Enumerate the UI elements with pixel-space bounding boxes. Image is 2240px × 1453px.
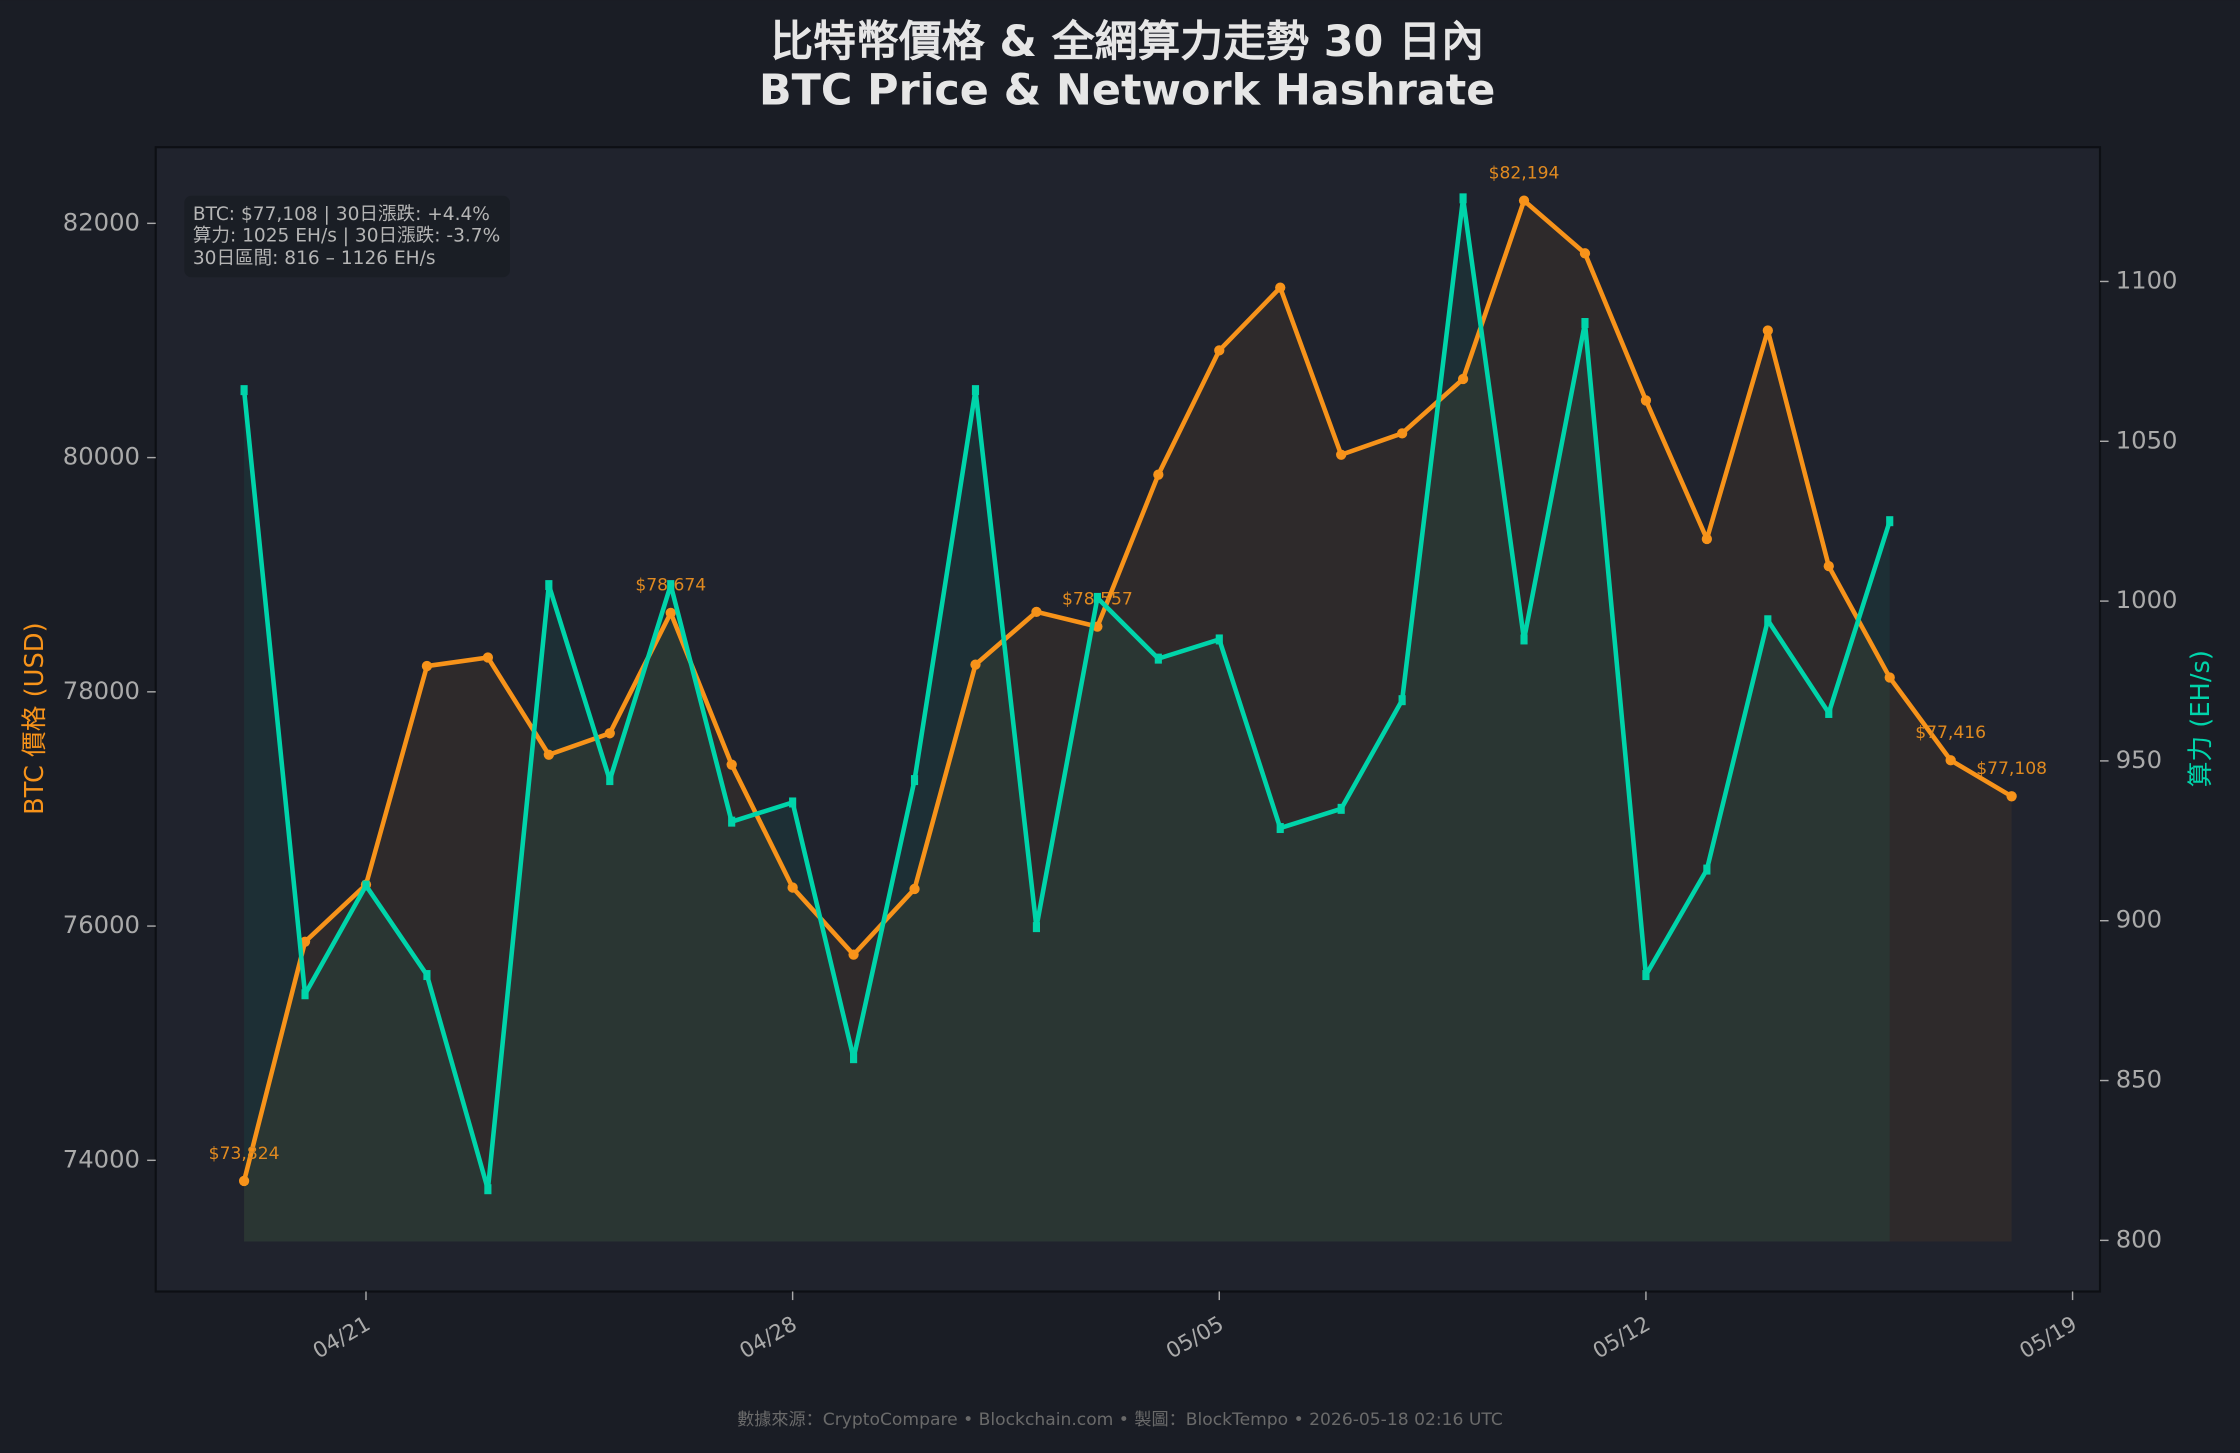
point (848, 949, 859, 960)
point (1457, 373, 1469, 385)
y2-tick-label: 800 (2116, 1224, 2162, 1253)
point (1031, 606, 1042, 617)
point (482, 652, 494, 663)
y-tick-label: 74000 (63, 1144, 140, 1173)
data-label: $82,194 (1489, 163, 1560, 183)
point (423, 970, 431, 981)
point (1884, 672, 1895, 683)
data-label: $77,416 (1915, 723, 1986, 743)
point (545, 580, 553, 591)
point (604, 728, 615, 739)
point (1275, 282, 1286, 293)
point (1764, 615, 1772, 626)
line (241, 198, 2013, 1182)
point (787, 882, 798, 893)
point (1823, 561, 1834, 572)
y2-tick-label: 950 (2116, 745, 2162, 774)
plot-area (154, 146, 2102, 1293)
y2-tick-label: 850 (2116, 1065, 2162, 1094)
point (1398, 695, 1406, 706)
point (665, 607, 676, 619)
point (850, 1053, 858, 1064)
point (1153, 469, 1164, 480)
point (789, 797, 797, 808)
point (1520, 634, 1528, 645)
point (667, 580, 675, 591)
point (1518, 195, 1530, 206)
annotation-text: 30日區間: 816 – 1126 EH/s (193, 248, 436, 269)
point (909, 883, 920, 895)
y-tick-label: 82000 (63, 207, 140, 236)
point (238, 1175, 250, 1187)
annotation-text: BTC: $77,108 | 30日漲跌: +4.4% (193, 204, 490, 225)
y-tick-label: 80000 (63, 442, 140, 471)
y2-tick-label: 1000 (2116, 585, 2178, 614)
y2-tick-label: 1100 (2116, 265, 2178, 294)
line (241, 196, 1892, 1192)
point (1581, 318, 1589, 329)
point (1396, 428, 1408, 439)
point (726, 759, 737, 770)
point (1825, 707, 1833, 718)
annotation-box (184, 195, 511, 278)
chart-subtitle: BTC Price & Network Hashrate (759, 65, 1495, 115)
annotation-text: 算力: 1025 EH/s | 30日漲跌: -3.7% (193, 225, 500, 246)
point (421, 660, 433, 672)
point (484, 1184, 492, 1195)
point (971, 385, 980, 396)
point (606, 775, 614, 786)
y-tick-label: 76000 (63, 910, 140, 939)
area (244, 198, 1890, 1242)
data-label: $77,108 (1976, 759, 2047, 779)
point (1945, 755, 1956, 766)
point (1276, 823, 1284, 834)
point (299, 936, 311, 947)
point (240, 385, 248, 396)
y2-tick-label: 900 (2116, 905, 2162, 934)
point (2006, 791, 2017, 802)
point (1154, 653, 1162, 664)
point (1642, 970, 1650, 981)
point (1886, 516, 1894, 527)
point (1214, 345, 1225, 356)
point (1703, 864, 1711, 875)
point (1459, 193, 1467, 204)
y-tick-label: 78000 (63, 676, 140, 705)
area (244, 200, 2012, 1242)
point (362, 880, 370, 891)
point (970, 659, 981, 670)
y2-tick-label: 1050 (2116, 425, 2178, 454)
point (910, 775, 919, 786)
point (543, 749, 554, 760)
y2-axis-label: 算力 (EH/s) (2186, 650, 2216, 787)
point (1336, 449, 1347, 460)
point (1701, 533, 1713, 545)
footer: 數據來源：CryptoCompare • Blockchain.com • 製圖… (737, 1410, 1503, 1430)
point (1762, 325, 1773, 336)
point (301, 989, 309, 1000)
point (1640, 395, 1652, 406)
y-axis-label: BTC 價格 (USD) (20, 622, 50, 815)
data-label: $73,824 (209, 1144, 280, 1164)
point (1337, 803, 1345, 814)
point (1032, 922, 1041, 933)
point (1579, 248, 1591, 259)
point (1093, 592, 1101, 603)
point (728, 816, 736, 827)
point (1215, 634, 1223, 645)
chart-title: 比特幣價格 & 全網算力走勢 30 日內 (770, 17, 1484, 67)
